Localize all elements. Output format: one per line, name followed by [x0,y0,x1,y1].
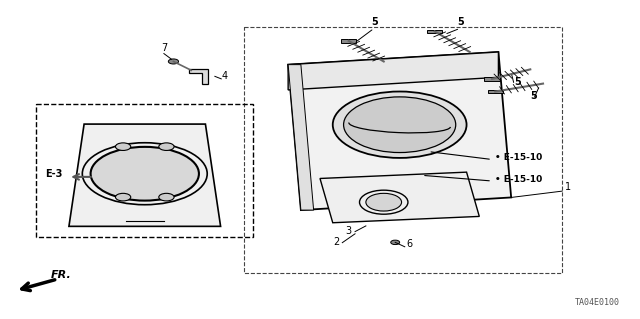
Circle shape [366,193,401,211]
Polygon shape [341,39,356,43]
Text: 1: 1 [565,182,572,191]
Text: 2: 2 [333,237,339,247]
Text: 3: 3 [346,226,352,236]
Polygon shape [288,52,499,90]
Polygon shape [189,69,209,84]
Text: • E-15-10: • E-15-10 [495,153,543,162]
Circle shape [115,193,131,201]
Bar [36,104,253,237]
Polygon shape [69,124,221,226]
Circle shape [115,143,131,151]
Polygon shape [288,65,314,210]
Circle shape [159,143,174,151]
Circle shape [344,97,456,152]
Text: • E-15-10: • E-15-10 [495,174,543,184]
Polygon shape [484,77,500,81]
Text: 5: 5 [515,77,521,87]
Polygon shape [320,172,479,223]
Circle shape [391,240,399,245]
Text: E-3: E-3 [45,169,62,179]
Circle shape [168,59,179,64]
Text: 5: 5 [371,17,378,27]
Text: FR.: FR. [51,270,72,280]
Circle shape [333,92,467,158]
Text: 5: 5 [531,92,537,101]
Text: TA04E0100: TA04E0100 [575,298,620,307]
Polygon shape [288,52,511,210]
Bar [244,27,562,273]
Text: 7: 7 [161,43,167,53]
Polygon shape [488,90,503,93]
Circle shape [159,193,174,201]
Polygon shape [427,30,442,33]
Text: 6: 6 [406,240,412,249]
Circle shape [91,147,199,201]
Text: 5: 5 [457,17,463,27]
Text: 4: 4 [221,71,227,81]
